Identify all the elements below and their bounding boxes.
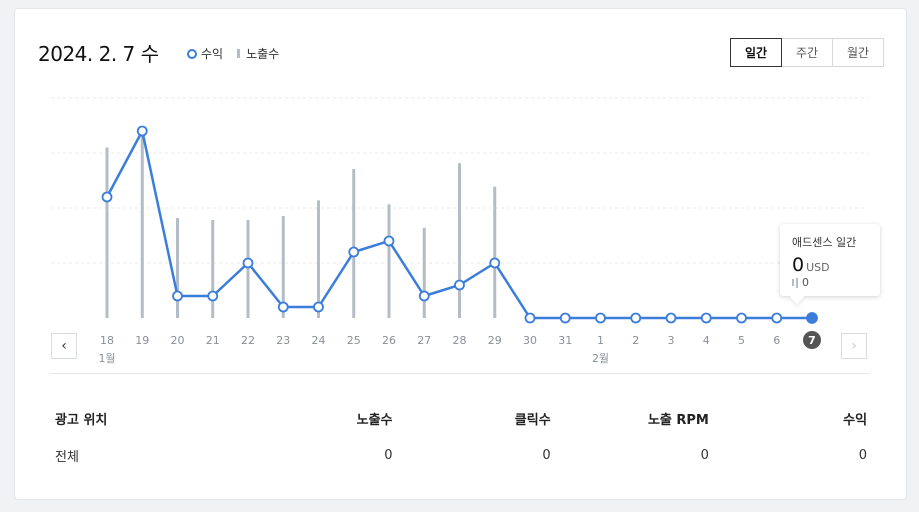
impressions-legend-marker	[237, 49, 241, 58]
section-divider	[50, 373, 869, 374]
col-header-clicks: 클릭수	[514, 413, 551, 428]
impression-bar	[246, 220, 250, 318]
x-tick-label: 4	[703, 334, 710, 347]
ad-placement-table: 광고 위치 노출수 클릭수 노출 RPM 수익 전체 0 0 0 0	[55, 400, 867, 474]
x-tick-label: 3	[668, 334, 675, 347]
revenue-point	[172, 290, 183, 302]
x-tick-label: 7	[808, 334, 816, 347]
impression-bar	[281, 216, 285, 318]
row-rpm: 0	[700, 448, 709, 463]
revenue-point	[700, 312, 712, 324]
x-tick-label: 27	[417, 334, 431, 347]
x-tick-label: 29	[488, 334, 502, 347]
revenue-point	[524, 312, 536, 324]
x-tick-label: 31	[558, 334, 572, 347]
revenue-point	[559, 312, 571, 324]
tooltip-revenue-unit: USD	[806, 261, 830, 274]
revenue-point	[207, 290, 219, 302]
revenue-point	[595, 312, 606, 324]
selected-day-badge	[803, 331, 821, 349]
revenue-point	[806, 312, 818, 324]
row-impressions: 0	[384, 448, 393, 463]
impression-bar	[458, 163, 461, 318]
table-header-row: 광고 위치 노출수 클릭수 노출 RPM 수익	[55, 400, 867, 437]
impression-bar	[352, 169, 356, 318]
x-tick-label: 30	[523, 334, 537, 347]
chart-tooltip: 애드센스 일간 0 USD 0	[780, 224, 880, 305]
impression-bar	[387, 204, 391, 318]
revenue-point	[383, 235, 395, 247]
revenue-point	[101, 191, 113, 203]
impression-bar	[176, 218, 179, 318]
impressions-icon	[792, 279, 794, 286]
impression-bar	[140, 131, 144, 318]
x-tick-label: 6	[773, 334, 780, 347]
x-tick-label: 1	[597, 334, 604, 347]
revenue-point	[454, 279, 465, 291]
tooltip-impressions-value: 0	[802, 276, 809, 289]
chevron-right-icon: ›	[851, 338, 857, 354]
impression-bar	[317, 200, 320, 318]
row-placement: 전체	[55, 450, 79, 465]
table-row: 전체 0 0 0 0	[55, 437, 867, 474]
selected-date: 2024. 2. 7 수	[38, 42, 159, 66]
revenue-point	[736, 312, 747, 324]
col-header-revenue: 수익	[843, 413, 868, 428]
revenue-point	[489, 257, 501, 269]
revenue-point	[665, 312, 677, 324]
revenue-impressions-chart: 18 19 20 21 22 23 24 25 26 27 28 29 30 31 1 2 3 4 5 6 71월 2월	[51, 97, 868, 365]
x-tick-label: 20	[171, 334, 185, 347]
x-tick-label: 24	[312, 334, 326, 347]
row-revenue: 0	[858, 448, 868, 463]
tooltip-revenue-value: 0	[792, 254, 805, 276]
tab-daily[interactable]: 일간	[730, 38, 782, 67]
tooltip-impressions: 0	[792, 276, 868, 289]
x-tick-label: 23	[276, 334, 290, 347]
x-tick-label: 21	[206, 334, 220, 347]
tab-monthly[interactable]: 월간	[832, 38, 884, 67]
col-header-rpm: 노출 RPM	[647, 413, 709, 428]
revenue-point	[418, 290, 430, 302]
impression-bar	[493, 186, 497, 318]
col-header-impressions: 노출수	[356, 413, 393, 428]
chart-legend: 수익 노출수	[187, 45, 279, 62]
revenue-point	[277, 301, 289, 313]
revenue-point	[136, 125, 148, 137]
impression-bar	[422, 227, 426, 318]
x-tick-label: 25	[347, 334, 361, 347]
period-tabs: 일간 주간 월간	[730, 38, 884, 67]
revenue-point	[313, 301, 324, 313]
revenue-point	[242, 257, 254, 269]
tooltip-revenue: 0 USD	[792, 254, 868, 276]
col-header-placement: 광고 위치	[55, 413, 108, 428]
x-tick-label: 19	[135, 334, 149, 347]
revenue-point	[348, 246, 360, 258]
month-label: 2월	[592, 352, 609, 365]
impressions-legend-label: 노출수	[246, 47, 280, 61]
tooltip-title: 애드센스 일간	[792, 236, 857, 249]
revenue-point	[630, 312, 642, 324]
row-clicks: 0	[542, 448, 551, 463]
x-tick-label: 28	[453, 334, 467, 347]
x-tick-label: 5	[738, 334, 745, 347]
revenue-point	[771, 312, 783, 324]
prev-period-button[interactable]: ‹	[51, 333, 77, 359]
impressions-icon-bar	[796, 277, 798, 288]
next-period-button[interactable]: ›	[841, 333, 867, 359]
x-tick-label: 22	[241, 334, 255, 347]
x-tick-label: 26	[382, 334, 396, 347]
revenue-legend-marker	[187, 48, 197, 59]
impression-bar	[105, 147, 109, 318]
adsense-summary-card: 2024. 2. 7 수 수익 노출수 일간 주간 월간	[14, 8, 907, 500]
impression-bar	[211, 220, 215, 318]
month-label: 1월	[98, 352, 115, 365]
x-tick-label: 18	[100, 334, 114, 347]
chevron-left-icon: ‹	[61, 338, 67, 354]
x-tick-label: 2	[632, 334, 639, 347]
revenue-legend-label: 수익	[201, 47, 224, 61]
